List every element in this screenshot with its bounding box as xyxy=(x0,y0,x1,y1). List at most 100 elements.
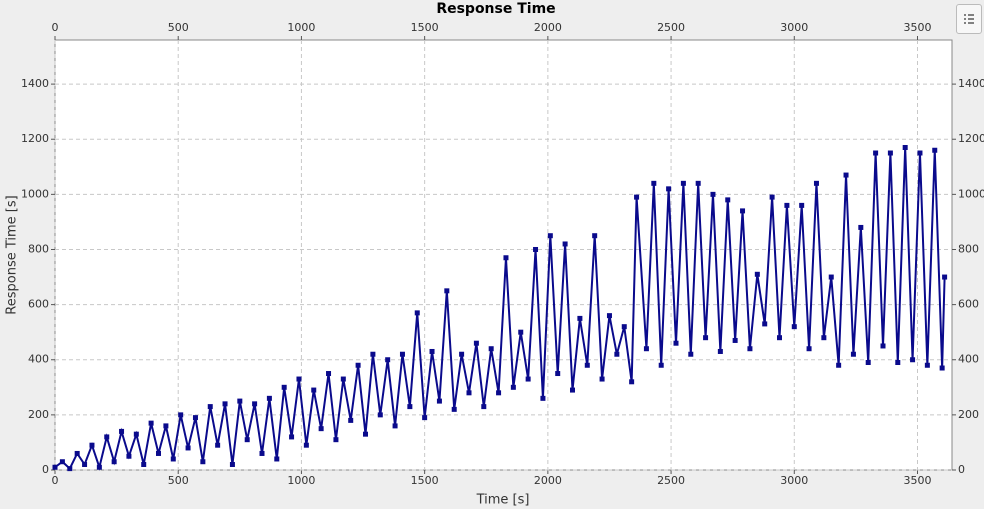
point xyxy=(584,362,590,368)
point xyxy=(133,431,139,437)
point xyxy=(289,434,295,440)
y-tick-label-right: 1000 xyxy=(958,187,984,200)
y-tick-label-right: 200 xyxy=(958,408,979,421)
point xyxy=(850,351,856,357)
point xyxy=(592,233,598,239)
point xyxy=(828,274,834,280)
point xyxy=(777,335,782,341)
point xyxy=(643,346,649,352)
point xyxy=(370,351,376,357)
point xyxy=(836,362,842,368)
point xyxy=(658,362,664,368)
point xyxy=(111,459,117,465)
x-tick-label: 500 xyxy=(168,474,189,487)
point xyxy=(503,255,509,261)
point xyxy=(333,437,339,443)
point xyxy=(843,172,849,178)
x-tick-label: 0 xyxy=(52,474,59,487)
point xyxy=(303,442,309,448)
point xyxy=(695,180,701,186)
point xyxy=(939,365,945,371)
point xyxy=(651,180,657,186)
point xyxy=(67,466,73,472)
y-tick-label: 1000 xyxy=(21,187,49,200)
point xyxy=(533,246,539,252)
point xyxy=(126,453,132,459)
point xyxy=(399,351,405,357)
point xyxy=(141,461,147,467)
x-tick-label: 3500 xyxy=(904,474,932,487)
point xyxy=(562,241,568,247)
list-icon xyxy=(964,14,974,24)
point xyxy=(59,459,65,465)
point xyxy=(717,348,723,354)
point xyxy=(89,442,95,448)
point xyxy=(266,395,272,401)
x-tick-label-top: 1500 xyxy=(411,21,439,34)
point xyxy=(629,379,635,385)
point xyxy=(488,346,494,352)
point xyxy=(318,426,324,432)
legend-button[interactable] xyxy=(956,4,982,34)
x-tick-label: 2000 xyxy=(534,474,562,487)
y-tick-label: 1400 xyxy=(21,77,49,90)
point xyxy=(606,313,612,319)
point xyxy=(510,384,516,390)
y-axis-label: Response Time [s] xyxy=(5,195,20,314)
point xyxy=(215,442,221,448)
y-tick-label-right: 1200 xyxy=(958,132,984,145)
point xyxy=(119,428,125,434)
y-tick-label: 800 xyxy=(28,242,49,255)
y-tick-label-right: 400 xyxy=(958,353,979,366)
point xyxy=(104,434,110,440)
point xyxy=(444,288,450,294)
x-tick-label-top: 0 xyxy=(52,21,59,34)
point xyxy=(496,390,502,396)
x-axis-label: Time [s] xyxy=(476,493,530,508)
point xyxy=(865,360,871,365)
point xyxy=(363,431,368,437)
x-tick-label-top: 3500 xyxy=(904,21,932,34)
point xyxy=(599,376,605,382)
point xyxy=(377,412,383,418)
point xyxy=(555,371,561,377)
point xyxy=(237,398,243,404)
point xyxy=(340,376,346,382)
point xyxy=(858,224,864,230)
point xyxy=(917,150,923,156)
point xyxy=(229,461,235,467)
point xyxy=(769,194,775,200)
y-tick-label: 200 xyxy=(28,408,49,421)
point xyxy=(873,150,879,156)
point xyxy=(518,329,524,335)
x-tick-label: 2500 xyxy=(657,474,685,487)
point xyxy=(577,315,583,321)
point xyxy=(178,412,184,418)
point xyxy=(252,401,258,407)
point xyxy=(52,464,58,470)
point xyxy=(281,384,287,390)
point xyxy=(473,340,479,346)
point xyxy=(200,459,206,465)
point xyxy=(185,445,191,451)
point xyxy=(148,420,154,426)
x-tick-label-top: 2500 xyxy=(657,21,685,34)
point xyxy=(932,147,938,153)
point xyxy=(156,450,161,456)
y-tick-label: 400 xyxy=(28,353,49,366)
x-tick-label: 1000 xyxy=(287,474,315,487)
x-tick-label-top: 2000 xyxy=(534,21,562,34)
point xyxy=(192,415,198,421)
point xyxy=(673,340,679,346)
point xyxy=(170,456,176,462)
x-tick-label-top: 1000 xyxy=(287,21,315,34)
y-tick-label: 1200 xyxy=(21,132,49,145)
point xyxy=(244,437,250,443)
point xyxy=(96,464,102,470)
point xyxy=(942,274,948,280)
point xyxy=(747,346,753,352)
point xyxy=(710,191,716,197)
x-tick-label: 1500 xyxy=(411,474,439,487)
x-tick-label: 3000 xyxy=(780,474,808,487)
